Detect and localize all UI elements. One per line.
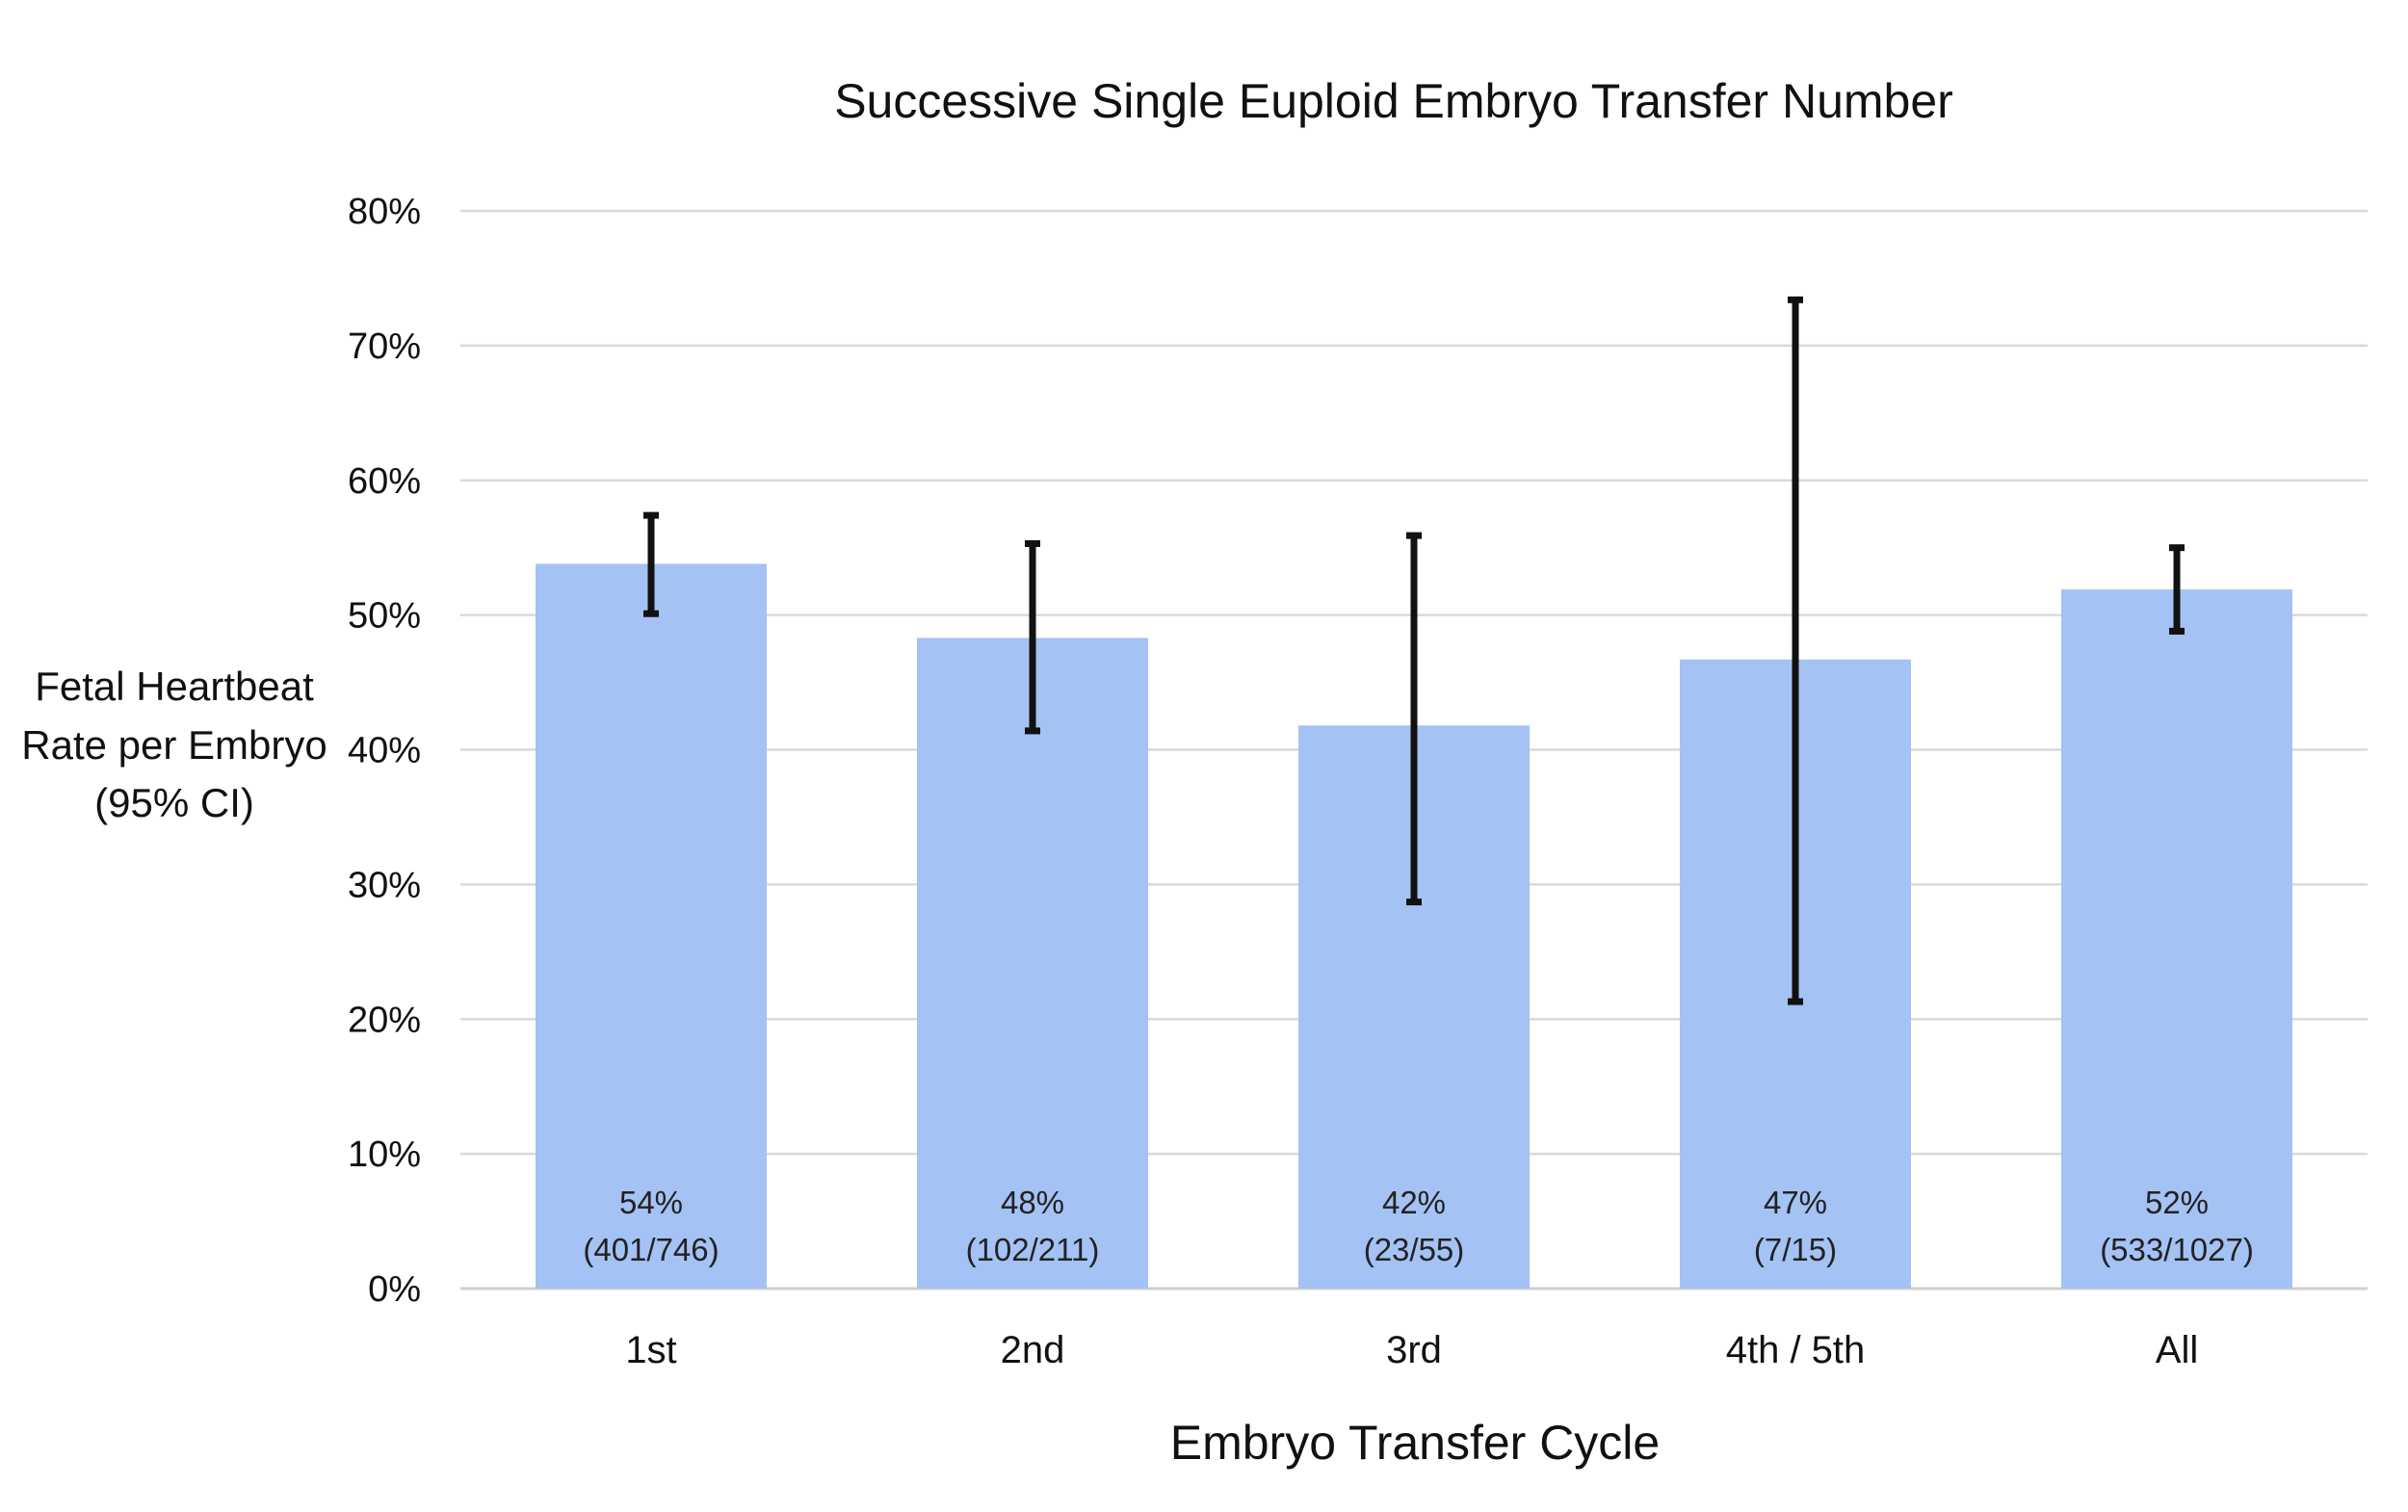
bar-percent-label: 47% bbox=[1764, 1185, 1827, 1220]
y-tick-label: 20% bbox=[348, 1000, 421, 1040]
y-tick-label: 10% bbox=[348, 1134, 421, 1175]
bar-count-label: (23/55) bbox=[1364, 1232, 1465, 1267]
error-bar bbox=[1406, 532, 1422, 906]
x-axis-label: Embryo Transfer Cycle bbox=[1170, 1416, 1660, 1470]
error-bar bbox=[1788, 296, 1803, 1005]
y-tick-label: 50% bbox=[348, 596, 421, 637]
bar bbox=[536, 563, 767, 1289]
y-axis-label-line-1: Fetal Heartbeat bbox=[35, 664, 314, 709]
bar-count-label: (102/211) bbox=[966, 1232, 1100, 1267]
x-tick-label: 1st bbox=[625, 1329, 676, 1371]
y-tick-label: 60% bbox=[348, 461, 421, 502]
x-axis-ticks: 1st 2nd 3rd 4th / 5th All bbox=[625, 1329, 2198, 1371]
y-tick-label: 30% bbox=[348, 865, 421, 905]
bar-count-label: (7/15) bbox=[1754, 1232, 1837, 1267]
error-bars bbox=[643, 296, 2185, 1005]
bar-percent-label: 54% bbox=[619, 1185, 683, 1220]
y-tick-label: 40% bbox=[348, 731, 421, 771]
bars bbox=[536, 563, 2292, 1289]
y-axis-label-line-2: Rate per Embryo bbox=[21, 722, 327, 768]
bar-percent-label: 42% bbox=[1382, 1185, 1446, 1220]
bar-percent-label: 52% bbox=[2145, 1185, 2209, 1220]
y-tick-label: 0% bbox=[368, 1269, 421, 1310]
bar-percent-label: 48% bbox=[1001, 1185, 1064, 1220]
bar-count-label: (401/746) bbox=[583, 1232, 719, 1267]
error-bar bbox=[2169, 544, 2185, 635]
error-bar bbox=[1025, 539, 1040, 735]
bar-count-label: (533/1027) bbox=[2100, 1232, 2254, 1267]
error-bar bbox=[643, 511, 659, 617]
y-axis-ticks: 0% 10% 20% 30% 40% 50% 60% 70% 80% bbox=[348, 192, 421, 1310]
x-tick-label: 4th / 5th bbox=[1726, 1329, 1866, 1371]
y-tick-label: 80% bbox=[348, 192, 421, 232]
y-tick-label: 70% bbox=[348, 326, 421, 367]
x-tick-label: 3rd bbox=[1386, 1329, 1442, 1371]
x-tick-label: All bbox=[2156, 1329, 2198, 1371]
bar bbox=[2061, 589, 2292, 1289]
y-axis-label-line-3: (95% CI) bbox=[94, 780, 254, 825]
y-axis-label: Fetal Heartbeat Rate per Embryo (95% CI) bbox=[21, 664, 327, 825]
bar bbox=[917, 638, 1148, 1289]
x-tick-label: 2nd bbox=[1001, 1329, 1065, 1371]
chart-title: Successive Single Euploid Embryo Transfe… bbox=[834, 74, 1953, 128]
bar-data-labels: 54% (401/746) 48% (102/211) 42% (23/55) 47% (7/… bbox=[583, 1185, 2253, 1267]
